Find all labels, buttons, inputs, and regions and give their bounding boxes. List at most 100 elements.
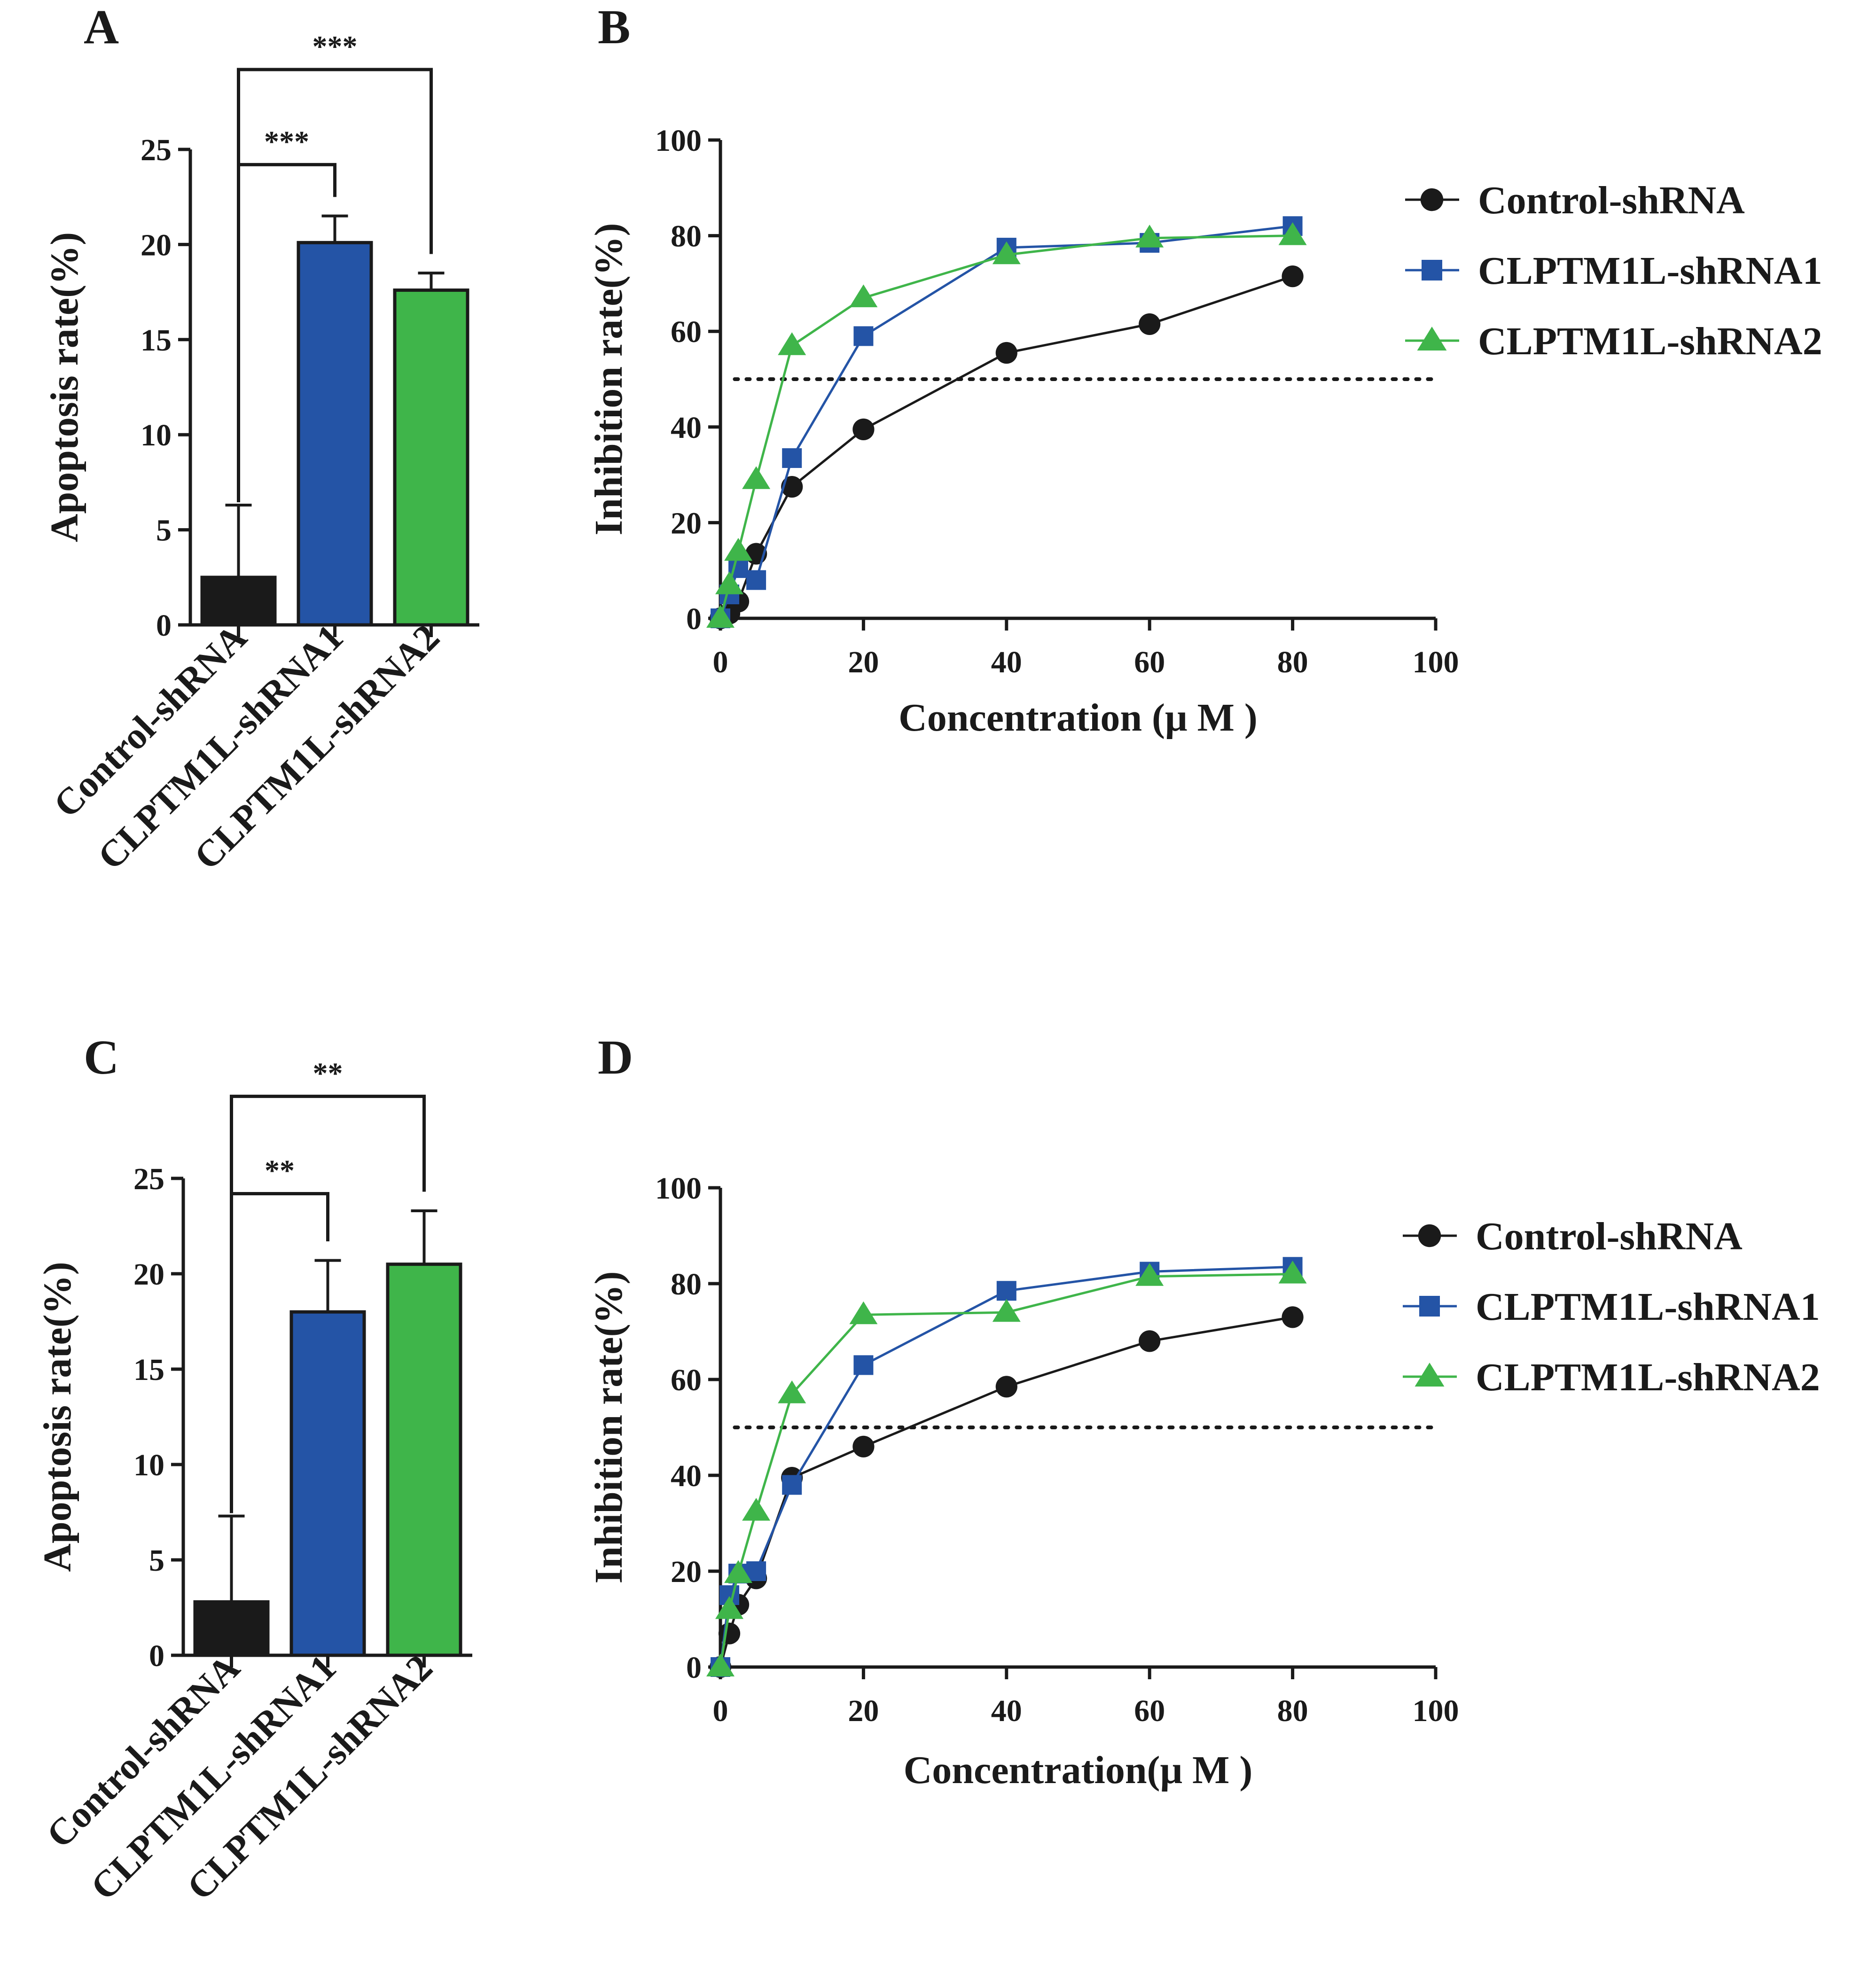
data-point-triangle [706, 1653, 735, 1676]
data-point-triangle [742, 466, 771, 489]
bar [297, 241, 373, 627]
y-tick-label: 100 [655, 1171, 702, 1206]
significance-label: *** [264, 125, 309, 158]
data-point-triangle [849, 284, 878, 307]
panel-letter-d: D [598, 1030, 633, 1084]
data-point-triangle [1278, 222, 1307, 245]
data-point-square [853, 326, 874, 346]
x-tick-label: 20 [848, 645, 879, 679]
data-point-triangle [724, 538, 753, 561]
y-tick-label: 80 [671, 219, 702, 254]
data-point-square [782, 448, 802, 468]
data-point-square [1419, 1296, 1440, 1317]
x-tick-label: 60 [1134, 645, 1165, 679]
y-tick-label: 20 [133, 1257, 164, 1292]
data-point-circle [852, 418, 875, 440]
data-point-circle [995, 1376, 1017, 1398]
data-point-triangle [724, 1560, 753, 1583]
series-line-0 [719, 1316, 1293, 1668]
data-point-circle [1418, 1224, 1441, 1247]
y-tick-label: 0 [149, 1639, 164, 1673]
series-line-1 [719, 1265, 1293, 1668]
data-point-square [746, 1561, 766, 1581]
y-tick-label: 40 [671, 1459, 702, 1493]
data-point-triangle [1417, 327, 1447, 351]
data-point-circle [1282, 1306, 1304, 1328]
legend-label: CLPTM1L-shRNA1 [1478, 249, 1822, 293]
x-tick-label: 0 [713, 1694, 728, 1728]
series-line-1 [719, 225, 1293, 619]
series-line-0 [719, 275, 1293, 620]
data-point-circle [1139, 1330, 1161, 1352]
legend-label: CLPTM1L-shRNA1 [1476, 1285, 1820, 1329]
bar [193, 1600, 270, 1657]
data-point-triangle [1135, 225, 1164, 248]
data-point-triangle [1415, 1363, 1445, 1387]
x-axis-title: Concentration (μ M ) [899, 696, 1258, 740]
data-point-triangle [715, 1596, 744, 1619]
data-point-triangle [778, 332, 806, 355]
legend-label: CLPTM1L-shRNA2 [1478, 319, 1822, 363]
y-tick-label: 80 [671, 1267, 702, 1301]
y-tick-label: 15 [133, 1353, 164, 1387]
bar [393, 288, 469, 627]
data-point-triangle [1135, 1263, 1164, 1286]
x-tick-label: 80 [1277, 1694, 1308, 1728]
panel-b-line-chart: 0 20 40 60 80 100 0 20 40 60 80 100 Inhibition rate(… [587, 124, 1822, 740]
legend-label: Control-shRNA [1476, 1215, 1743, 1258]
x-tick-label: 20 [848, 1694, 879, 1728]
data-point-square [1422, 260, 1442, 281]
significance-label: ** [265, 1153, 295, 1187]
data-point-square [996, 1281, 1016, 1301]
data-point-square [853, 1355, 874, 1375]
y-axis-title: Apoptosis rate(%) [43, 232, 86, 542]
x-tick-label: 100 [1413, 1694, 1459, 1728]
panel-letter-a: A [84, 0, 119, 54]
significance-bracket [230, 1094, 426, 1513]
y-tick-label: 25 [133, 1162, 164, 1196]
data-point-triangle [715, 571, 744, 594]
legend-label: Control-shRNA [1478, 179, 1745, 222]
data-point-triangle [778, 1380, 806, 1403]
y-tick-label: 10 [133, 1448, 164, 1482]
y-tick-label: 10 [141, 418, 172, 452]
x-axis-title: Concentration(μ M ) [904, 1748, 1253, 1792]
bar [200, 576, 277, 627]
y-axis-title: Inhibition rate(%) [587, 1271, 631, 1583]
data-point-triangle [742, 1497, 771, 1521]
y-tick-label: 0 [686, 1651, 702, 1685]
panel-letter-c: C [84, 1030, 119, 1084]
data-point-circle [1282, 265, 1304, 288]
data-point-square [782, 1475, 802, 1495]
y-tick-label: 0 [156, 608, 172, 643]
y-tick-label: 40 [671, 411, 702, 445]
data-point-triangle [706, 605, 735, 628]
data-point-circle [1139, 313, 1161, 335]
series-line-2 [719, 234, 1293, 619]
y-tick-label: 60 [671, 315, 702, 349]
x-tick-label: 80 [1277, 645, 1308, 679]
panel-d-line-chart: 0 20 40 60 80 100 0 20 40 60 80 100 Inhibition rate(… [587, 1171, 1820, 1792]
x-tick-label: 60 [1134, 1694, 1165, 1728]
y-tick-label: 15 [141, 323, 172, 358]
y-tick-label: 5 [156, 514, 172, 548]
data-point-square [746, 570, 766, 590]
significance-bracket [237, 68, 433, 502]
y-tick-label: 0 [686, 602, 702, 636]
x-tick-label: 100 [1413, 645, 1459, 679]
y-axis-title: Apoptosis rate(%) [36, 1262, 79, 1572]
data-point-triangle [849, 1301, 878, 1325]
bar [386, 1262, 462, 1657]
significance-label: ** [313, 1056, 343, 1090]
y-tick-label: 20 [671, 506, 702, 540]
bar [289, 1310, 366, 1657]
panel-letter-b: B [598, 0, 630, 54]
y-tick-label: 5 [149, 1543, 164, 1578]
data-point-circle [852, 1435, 875, 1457]
significance-label: *** [313, 30, 358, 63]
y-tick-label: 20 [671, 1555, 702, 1589]
x-tick-label: 40 [991, 1694, 1022, 1728]
